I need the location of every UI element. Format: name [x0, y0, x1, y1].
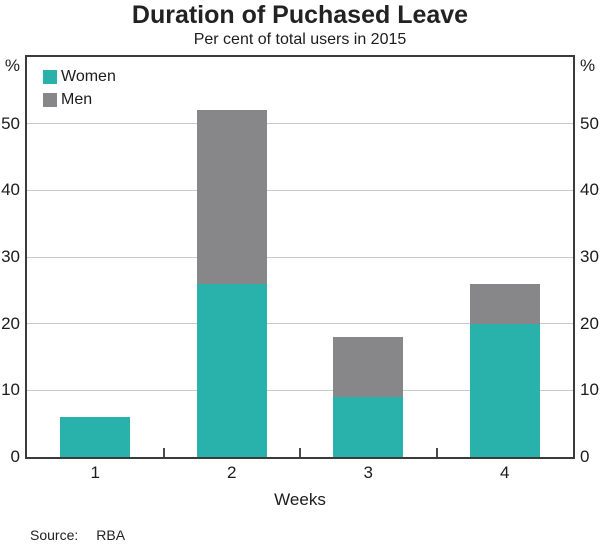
y-label-right-10: 10: [580, 380, 599, 400]
y-label-left-0: 0: [10, 447, 20, 466]
chart-subtitle: Per cent of total users in 2015: [193, 31, 407, 48]
x-tick: [299, 448, 301, 457]
y-label-right-50: 50: [580, 113, 599, 133]
bar-week-4-women: [469, 323, 540, 457]
source-value: RBA: [96, 527, 126, 543]
gridline-30: [27, 256, 573, 258]
bar-week-2-men: [196, 110, 267, 284]
x-label-2: 2: [227, 463, 237, 482]
bar-week-1-women: [60, 417, 131, 457]
x-tick: [435, 448, 438, 457]
gridline-50: [27, 123, 573, 125]
y-label-left-10: 10: [1, 380, 20, 400]
x-label-4: 4: [500, 463, 510, 482]
bar-week-3-men: [333, 337, 404, 397]
chart-title: Duration of Puchased Leave: [131, 1, 469, 29]
legend-swatch-women: [43, 70, 57, 84]
x-tick: [162, 448, 165, 457]
legend-label-women: Women: [61, 68, 116, 85]
gridline-40: [27, 189, 573, 191]
y-label-left-40: 40: [1, 180, 20, 200]
bar-week-2-women: [196, 283, 267, 457]
source-note: Source: RBA: [30, 527, 125, 543]
y-label-left-30: 30: [1, 247, 20, 266]
bar-week-3-women: [333, 397, 404, 457]
y-label-right-0: 0: [580, 447, 590, 466]
y-axis-labels-right: 0 10 20 30 40 50%: [580, 55, 600, 466]
y-label-right-40: 40: [580, 180, 599, 200]
x-label-3: 3: [363, 463, 373, 482]
y-axis-labels-left: 0 10 20 30 40 50%: [0, 55, 20, 466]
y-axis-unit-left: %: [4, 56, 20, 75]
y-axis-unit-right: %: [580, 56, 596, 75]
y-label-right-20: 20: [580, 313, 599, 333]
plot-area: Women Men: [25, 55, 575, 459]
bar-week-4-men: [469, 283, 540, 324]
legend-swatch-men: [43, 93, 57, 107]
x-axis-title: Weeks: [274, 490, 326, 509]
legend-item-men: Men: [43, 91, 116, 109]
gridline-20: [27, 323, 573, 325]
y-label-left-20: 20: [1, 313, 20, 333]
legend: Women Men: [43, 68, 116, 114]
y-label-left-50: 50: [1, 113, 20, 133]
legend-item-women: Women: [43, 68, 116, 86]
gridline-10: [27, 389, 573, 391]
x-label-1: 1: [90, 463, 100, 482]
legend-label-men: Men: [61, 91, 93, 108]
source-label: Source:: [30, 527, 79, 543]
y-label-right-30: 30: [580, 247, 599, 266]
